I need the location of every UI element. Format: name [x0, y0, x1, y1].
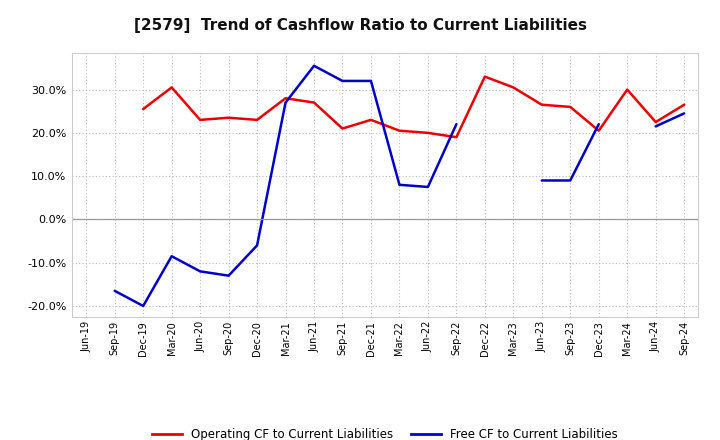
Legend: Operating CF to Current Liabilities, Free CF to Current Liabilities: Operating CF to Current Liabilities, Fre…: [148, 423, 623, 440]
Text: [2579]  Trend of Cashflow Ratio to Current Liabilities: [2579] Trend of Cashflow Ratio to Curren…: [133, 18, 587, 33]
